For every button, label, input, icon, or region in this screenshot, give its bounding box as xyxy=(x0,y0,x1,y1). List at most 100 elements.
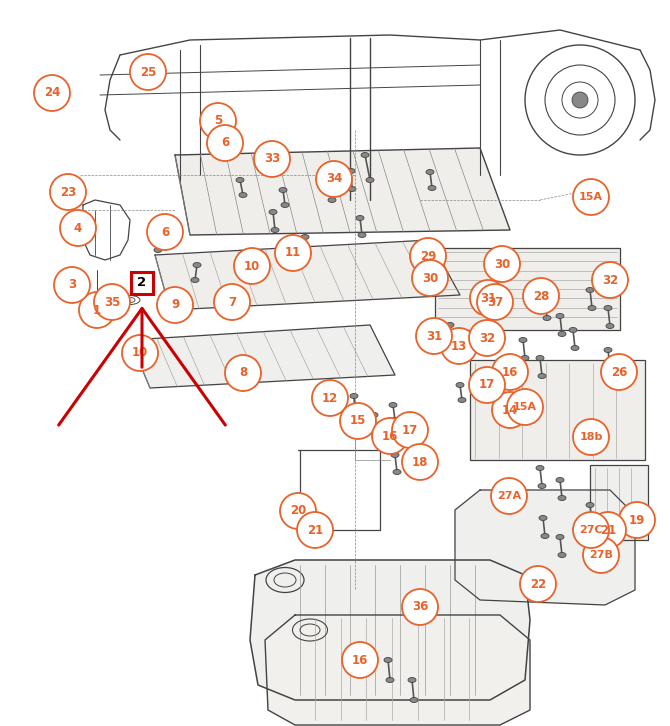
Text: 30: 30 xyxy=(422,272,438,285)
Text: 33: 33 xyxy=(264,152,280,166)
Text: 34: 34 xyxy=(326,173,342,186)
Ellipse shape xyxy=(556,534,564,539)
Circle shape xyxy=(207,125,243,161)
Ellipse shape xyxy=(617,380,625,386)
Ellipse shape xyxy=(606,365,614,370)
Circle shape xyxy=(491,478,527,514)
Ellipse shape xyxy=(269,210,277,214)
Ellipse shape xyxy=(361,152,369,158)
Text: 37: 37 xyxy=(487,295,503,309)
Text: 11: 11 xyxy=(285,247,301,259)
Ellipse shape xyxy=(384,658,392,663)
Ellipse shape xyxy=(391,417,399,423)
Text: 17: 17 xyxy=(402,423,418,436)
Ellipse shape xyxy=(356,216,364,221)
Circle shape xyxy=(200,103,236,139)
Circle shape xyxy=(340,403,376,439)
Ellipse shape xyxy=(301,234,309,240)
Ellipse shape xyxy=(556,314,564,319)
Circle shape xyxy=(572,92,588,108)
Ellipse shape xyxy=(538,373,546,378)
Ellipse shape xyxy=(588,521,596,526)
Circle shape xyxy=(507,389,543,425)
Circle shape xyxy=(316,161,352,197)
Ellipse shape xyxy=(358,232,366,237)
Ellipse shape xyxy=(328,197,336,203)
Circle shape xyxy=(477,284,513,320)
Circle shape xyxy=(592,262,628,298)
Polygon shape xyxy=(455,490,635,605)
Circle shape xyxy=(34,75,70,111)
Circle shape xyxy=(54,267,90,303)
Ellipse shape xyxy=(393,470,401,475)
Text: 5: 5 xyxy=(214,115,222,128)
Ellipse shape xyxy=(389,402,397,407)
Circle shape xyxy=(234,248,270,284)
Ellipse shape xyxy=(586,502,594,507)
Text: 29: 29 xyxy=(420,250,436,263)
Text: 9: 9 xyxy=(171,298,179,311)
Ellipse shape xyxy=(353,428,361,433)
Text: 4: 4 xyxy=(74,221,82,234)
Ellipse shape xyxy=(410,698,418,703)
Text: 20: 20 xyxy=(290,505,306,518)
Circle shape xyxy=(484,246,520,282)
Ellipse shape xyxy=(556,478,564,483)
Circle shape xyxy=(619,502,655,538)
Ellipse shape xyxy=(538,484,546,489)
Circle shape xyxy=(469,320,505,356)
Circle shape xyxy=(523,278,559,314)
Ellipse shape xyxy=(536,465,544,470)
Text: 22: 22 xyxy=(530,577,546,590)
Circle shape xyxy=(520,566,556,602)
Text: 31: 31 xyxy=(480,292,496,304)
Ellipse shape xyxy=(271,227,279,232)
Ellipse shape xyxy=(541,298,549,303)
Circle shape xyxy=(225,355,261,391)
Ellipse shape xyxy=(351,412,359,417)
Circle shape xyxy=(254,141,290,177)
Text: 32: 32 xyxy=(602,274,618,287)
Circle shape xyxy=(297,512,333,548)
Ellipse shape xyxy=(428,186,436,190)
Circle shape xyxy=(412,260,448,296)
Circle shape xyxy=(130,54,166,90)
Polygon shape xyxy=(175,148,510,235)
Text: 18b: 18b xyxy=(580,432,603,442)
Ellipse shape xyxy=(558,552,566,558)
Text: 15A: 15A xyxy=(513,402,537,412)
Ellipse shape xyxy=(519,338,527,343)
Polygon shape xyxy=(130,325,395,388)
Text: 27C: 27C xyxy=(579,525,603,535)
Circle shape xyxy=(492,392,528,428)
Circle shape xyxy=(275,235,311,271)
Ellipse shape xyxy=(135,280,145,286)
Text: 10: 10 xyxy=(244,259,260,272)
Ellipse shape xyxy=(193,263,201,267)
Ellipse shape xyxy=(571,346,579,351)
FancyArrowPatch shape xyxy=(59,309,225,425)
Circle shape xyxy=(214,284,250,320)
Ellipse shape xyxy=(588,306,596,311)
Circle shape xyxy=(469,367,505,403)
Circle shape xyxy=(583,537,619,573)
Ellipse shape xyxy=(391,452,399,457)
Text: 12: 12 xyxy=(322,391,338,404)
Polygon shape xyxy=(435,248,620,330)
Text: 13: 13 xyxy=(451,340,467,353)
Text: 6: 6 xyxy=(161,226,169,239)
FancyBboxPatch shape xyxy=(131,272,153,294)
Circle shape xyxy=(50,174,86,210)
Circle shape xyxy=(573,179,609,215)
Circle shape xyxy=(410,238,446,274)
Ellipse shape xyxy=(569,327,577,333)
Text: 32: 32 xyxy=(479,332,495,345)
Circle shape xyxy=(402,444,438,480)
Ellipse shape xyxy=(408,677,416,682)
Circle shape xyxy=(590,512,626,548)
Bar xyxy=(590,465,648,540)
Circle shape xyxy=(312,380,348,416)
Ellipse shape xyxy=(281,203,289,208)
Circle shape xyxy=(392,412,428,448)
Text: 19: 19 xyxy=(629,513,645,526)
